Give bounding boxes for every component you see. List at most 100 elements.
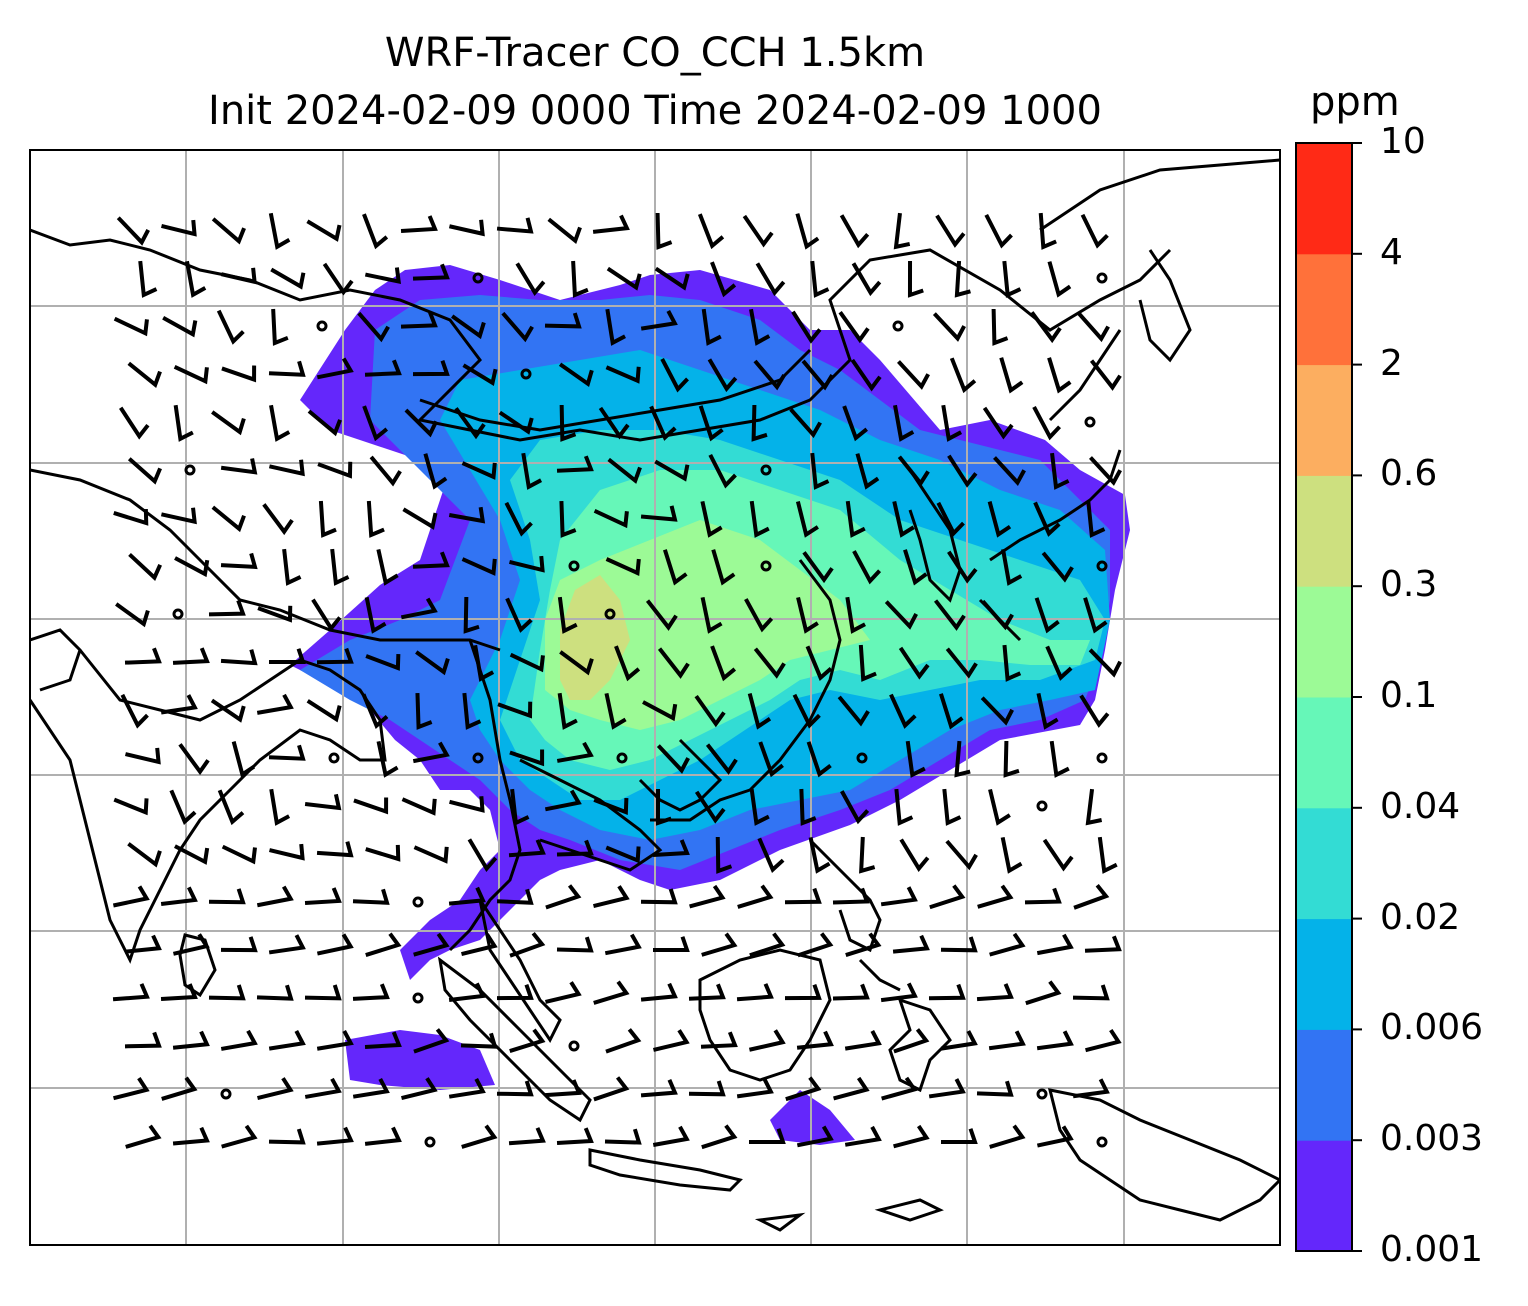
- colorbar: [1295, 142, 1362, 1252]
- wind-barb: [605, 1028, 642, 1054]
- colorbar-tick-label: 0.04: [1380, 785, 1461, 827]
- wind-barb: [169, 789, 197, 825]
- wind-barb: [365, 844, 401, 862]
- wind-barb: [689, 884, 726, 909]
- wind-barb: [415, 692, 433, 730]
- colorbar-tick-label: 0.006: [1380, 1007, 1484, 1049]
- wind-barb: [928, 1078, 966, 1099]
- wind-barb: [449, 796, 485, 813]
- wind-barb: [128, 552, 162, 581]
- wind-barb: [893, 1028, 930, 1054]
- wind-barb: [845, 596, 866, 634]
- wind-barb: [515, 262, 546, 296]
- colorbar-segment: [1296, 364, 1352, 476]
- wind-barb: [496, 1080, 534, 1097]
- wind-barb: [461, 461, 497, 480]
- wind-barb: [113, 316, 149, 337]
- wind-barb: [649, 405, 677, 441]
- wind-barb: [1072, 1078, 1110, 1099]
- wind-barb: [905, 740, 926, 778]
- wind-barb: [509, 652, 545, 673]
- wind-barb: [1041, 551, 1074, 583]
- wind-barb: [1072, 984, 1110, 1001]
- calm-wind-circle: [1096, 560, 1108, 572]
- calm-wind-circle: [568, 1040, 580, 1052]
- wind-barb: [509, 1028, 546, 1053]
- wind-barb: [172, 1030, 210, 1050]
- wind-barb: [352, 888, 390, 905]
- wind-barb: [364, 1031, 402, 1049]
- colorbar-tick-label: 10: [1380, 121, 1426, 162]
- wind-barb: [124, 934, 162, 954]
- wind-barb: [711, 549, 736, 586]
- wind-barb: [1030, 311, 1062, 344]
- wind-barb: [982, 406, 1014, 440]
- wind-barb: [757, 837, 785, 873]
- wind-barb: [604, 1128, 642, 1145]
- wind-barb: [161, 1076, 198, 1101]
- wind-barb: [755, 262, 786, 297]
- wind-barb: [989, 932, 1026, 957]
- wind-barb: [269, 788, 291, 826]
- calm-wind-circle: [424, 1136, 436, 1148]
- wind-barb: [844, 1030, 882, 1051]
- wind-barb: [989, 1124, 1026, 1149]
- calm-wind-circle: [1036, 1088, 1048, 1100]
- wind-barb: [748, 1128, 786, 1145]
- wind-barb: [112, 885, 150, 908]
- borneo: [698, 948, 832, 1082]
- wind-barb: [940, 936, 978, 953]
- wind-barb: [357, 311, 390, 343]
- calm-wind-circle: [520, 368, 532, 380]
- wind-barb: [497, 701, 533, 719]
- wind-barb: [656, 744, 690, 774]
- calm-wind-circle: [604, 608, 616, 620]
- wind-barb: [808, 836, 831, 874]
- calm-wind-circle: [184, 464, 196, 476]
- wind-barb: [161, 219, 197, 237]
- wind-barb: [268, 459, 305, 477]
- wind-barb: [460, 1032, 498, 1049]
- wind-barb: [210, 698, 246, 723]
- wind-barb: [981, 599, 1014, 631]
- wind-barb: [124, 647, 162, 665]
- wind-barb: [364, 596, 387, 634]
- wind-barb: [832, 887, 870, 905]
- wind-barb: [448, 1078, 486, 1099]
- wind-barb: [509, 555, 545, 573]
- calm-wind-circle: [1084, 416, 1096, 428]
- wind-barb: [749, 308, 771, 346]
- wind-barb: [936, 501, 965, 537]
- calm-wind-circle: [412, 896, 424, 908]
- colorbar-segment: [1296, 475, 1352, 587]
- wind-barb: [556, 936, 594, 953]
- wind-barb: [364, 267, 401, 284]
- wind-barb: [654, 459, 690, 482]
- wind-barb: [606, 266, 642, 291]
- wind-barb: [521, 452, 543, 490]
- wind-barb: [365, 932, 402, 957]
- wind-barbs: [112, 212, 1122, 1150]
- colorbar-segment: [1296, 807, 1352, 920]
- wind-barb: [976, 1080, 1014, 1097]
- wind-barb: [1079, 694, 1110, 728]
- wind-barb: [593, 980, 630, 1005]
- wind-barb: [851, 262, 882, 297]
- wind-barb: [592, 214, 630, 234]
- wind-barb: [220, 552, 258, 570]
- wind-barb: [897, 360, 930, 390]
- wind-barb: [655, 788, 672, 826]
- java: [588, 1148, 743, 1192]
- wind-barb: [1025, 980, 1062, 1006]
- wind-barb: [448, 219, 485, 237]
- wind-barb: [1036, 1030, 1074, 1051]
- calm-wind-circle: [1096, 752, 1108, 764]
- gridlines: [30, 150, 1280, 1245]
- wind-barb: [652, 1029, 690, 1052]
- wind-barb: [268, 744, 306, 761]
- wind-barb: [845, 500, 866, 538]
- wind-barb: [556, 455, 594, 473]
- wind-barb: [268, 360, 306, 377]
- wind-barb: [701, 932, 738, 957]
- wind-barb: [791, 310, 822, 344]
